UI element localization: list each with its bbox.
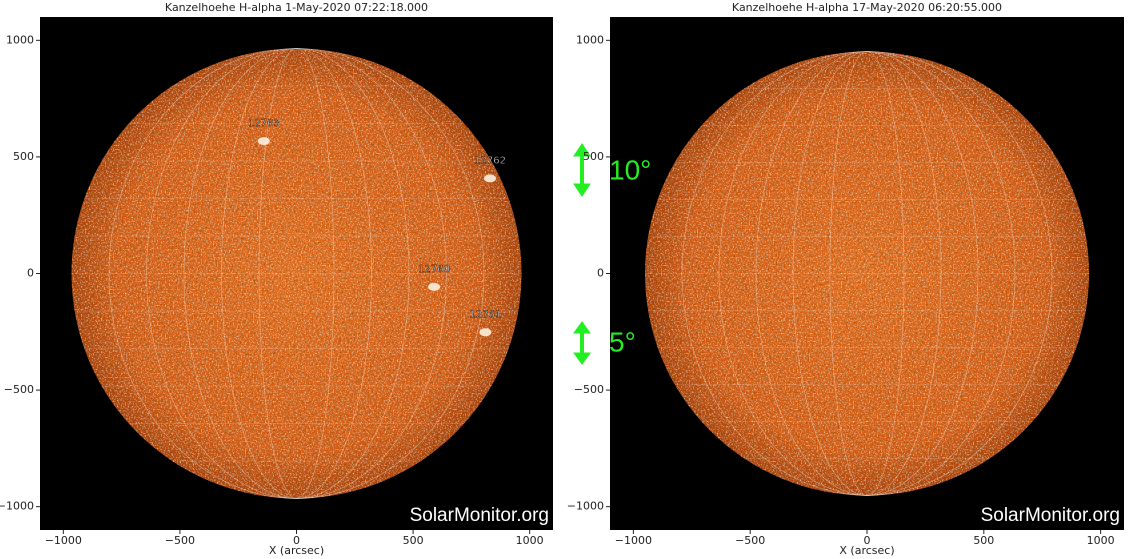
x-axis-label: X (arcsec) (839, 544, 894, 557)
y-tick-label: 1000 (576, 33, 604, 46)
x-tick-label: 1000 (1087, 534, 1115, 547)
region-label: 12763 (248, 118, 280, 129)
longitude-line (221, 48, 372, 499)
disk-grid (71, 48, 522, 499)
y-tick-label: −1000 (567, 500, 604, 513)
y-tick-label: 0 (597, 267, 604, 280)
x-tick-label: 0 (293, 534, 300, 547)
arrow-head (573, 352, 591, 365)
region-marker (257, 137, 270, 146)
disk-texture (71, 48, 522, 499)
longitude-line (755, 51, 979, 496)
arrow-head (573, 143, 591, 157)
longitude-line (146, 48, 447, 499)
y-tick-label: 500 (583, 150, 604, 163)
region-label: 12761 (469, 309, 501, 320)
overlay-label: 5° (609, 326, 636, 357)
longitude-line (221, 48, 372, 499)
x-tick-label: 1000 (516, 534, 544, 547)
longitude-line (183, 48, 410, 499)
overlay (573, 143, 591, 365)
disk-texture (645, 51, 1089, 496)
longitude-line (718, 51, 1016, 496)
longitude-line (718, 51, 1016, 496)
longitude-line (146, 48, 447, 499)
x-tick-label: −500 (165, 534, 195, 547)
longitude-line (258, 48, 335, 499)
longitude-line (183, 48, 410, 499)
longitude-line (792, 51, 942, 496)
arrow-head (573, 183, 591, 197)
panel-title: Kanzelhoehe H-alpha 17-May-2020 06:20:55… (732, 1, 1002, 14)
region-label: 12762 (474, 155, 506, 166)
watermark: SolarMonitor.org (410, 505, 549, 526)
region-label: 12760 (418, 264, 450, 275)
y-tick-label: 0 (27, 267, 34, 280)
longitude-line (108, 48, 485, 499)
y-tick-label: 500 (13, 150, 34, 163)
x-tick-label: 500 (973, 534, 994, 547)
longitude-line (681, 51, 1053, 496)
longitude-line (108, 48, 485, 499)
panel-title: Kanzelhoehe H-alpha 1-May-2020 07:22:18.… (165, 1, 428, 14)
x-axis-label: X (arcsec) (269, 544, 324, 557)
y-tick-label: −500 (574, 383, 604, 396)
watermark: SolarMonitor.org (981, 505, 1120, 526)
longitude-line (258, 48, 335, 499)
x-tick-label: −1000 (615, 534, 652, 547)
y-tick-label: 1000 (6, 33, 34, 46)
region-marker (428, 282, 441, 291)
x-tick-label: 0 (864, 534, 871, 547)
y-tick-label: −1000 (0, 500, 34, 513)
region-marker (479, 328, 492, 337)
longitude-line (829, 51, 905, 496)
longitude-line (755, 51, 979, 496)
x-tick-label: 500 (403, 534, 424, 547)
longitude-line (792, 51, 942, 496)
longitude-line (681, 51, 1053, 496)
y-tick-label: −500 (4, 383, 34, 396)
x-tick-label: −1000 (45, 534, 82, 547)
x-tick-label: −500 (735, 534, 765, 547)
longitude-line (829, 51, 905, 496)
arrow-head (573, 321, 591, 334)
overlay-label: 10° (609, 154, 651, 185)
disk-grid (645, 51, 1089, 496)
region-marker (484, 174, 497, 183)
